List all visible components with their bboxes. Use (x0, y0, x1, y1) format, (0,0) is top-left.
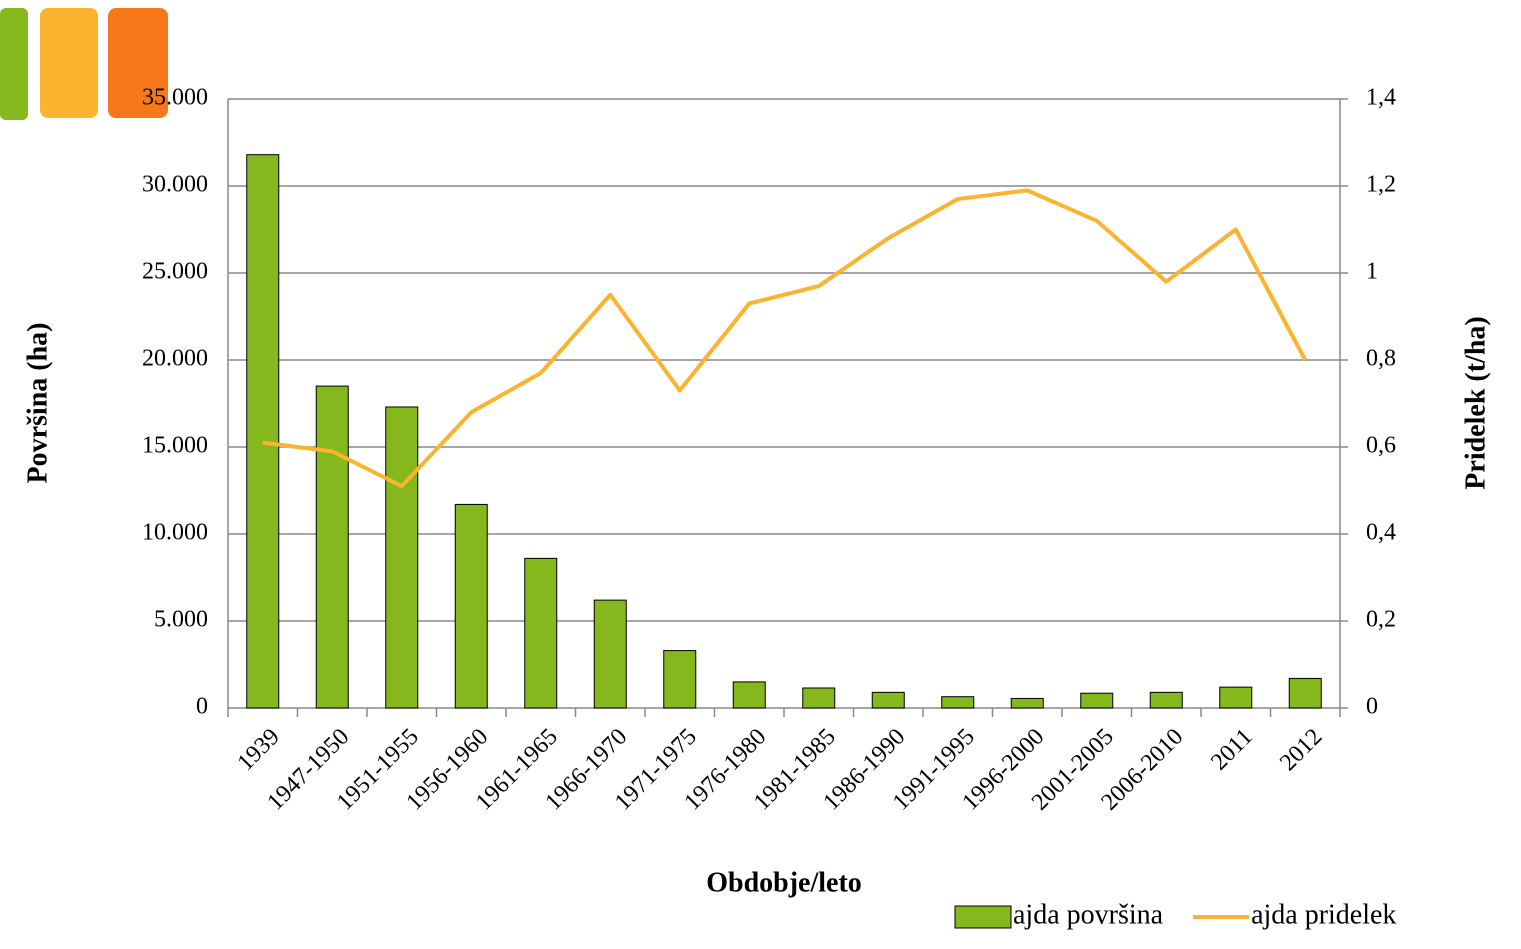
bar (593, 599, 627, 709)
y-tick-label: 15.000 (142, 433, 208, 459)
y2-tick-label: 0,4 (1366, 520, 1396, 546)
bar (941, 696, 975, 709)
bar (732, 681, 766, 709)
deco-square (108, 8, 168, 118)
legend-label: ajda površina (1013, 899, 1164, 930)
bar (315, 385, 349, 709)
y-tick-label: 25.000 (142, 259, 208, 285)
legend-swatch (954, 905, 1012, 929)
x-tick-label: 2011 (1206, 724, 1258, 776)
bar (454, 503, 488, 709)
y-tick-label: 5.000 (154, 607, 208, 633)
bar (1010, 697, 1044, 709)
x-axis-title: Obdobje/leto (706, 867, 862, 898)
bar (871, 691, 905, 709)
y2-tick-label: 1,4 (1366, 85, 1396, 111)
deco-square (0, 8, 28, 120)
bar (385, 406, 419, 709)
bar (1149, 691, 1183, 709)
y-tick-label: 10.000 (142, 520, 208, 546)
y2-tick-label: 1,2 (1366, 172, 1396, 198)
x-tick-label: 1939 (233, 724, 285, 776)
bar (802, 687, 836, 709)
y2-axis-title: Pridelek (t/ha) (1460, 316, 1491, 489)
y2-tick-label: 0,6 (1366, 433, 1396, 459)
bar (246, 154, 280, 709)
y2-tick-label: 0 (1366, 694, 1378, 720)
bar (663, 650, 697, 709)
y2-tick-label: 0,8 (1366, 346, 1396, 372)
x-tick-label: 2012 (1275, 724, 1327, 776)
y-tick-label: 35.000 (142, 85, 208, 111)
bar (524, 557, 558, 709)
y-tick-label: 20.000 (142, 346, 208, 372)
bar (1080, 692, 1114, 709)
y-tick-label: 30.000 (142, 172, 208, 198)
bar (1288, 677, 1322, 709)
deco-square (40, 8, 98, 118)
y2-tick-label: 1 (1366, 259, 1378, 285)
y2-tick-label: 0,2 (1366, 607, 1396, 633)
y-axis-title: Površina (ha) (22, 323, 53, 484)
line (262, 188, 1308, 489)
y-tick-label: 0 (196, 694, 208, 720)
bar (1219, 686, 1253, 709)
legend-label: ajda pridelek (1251, 899, 1396, 930)
